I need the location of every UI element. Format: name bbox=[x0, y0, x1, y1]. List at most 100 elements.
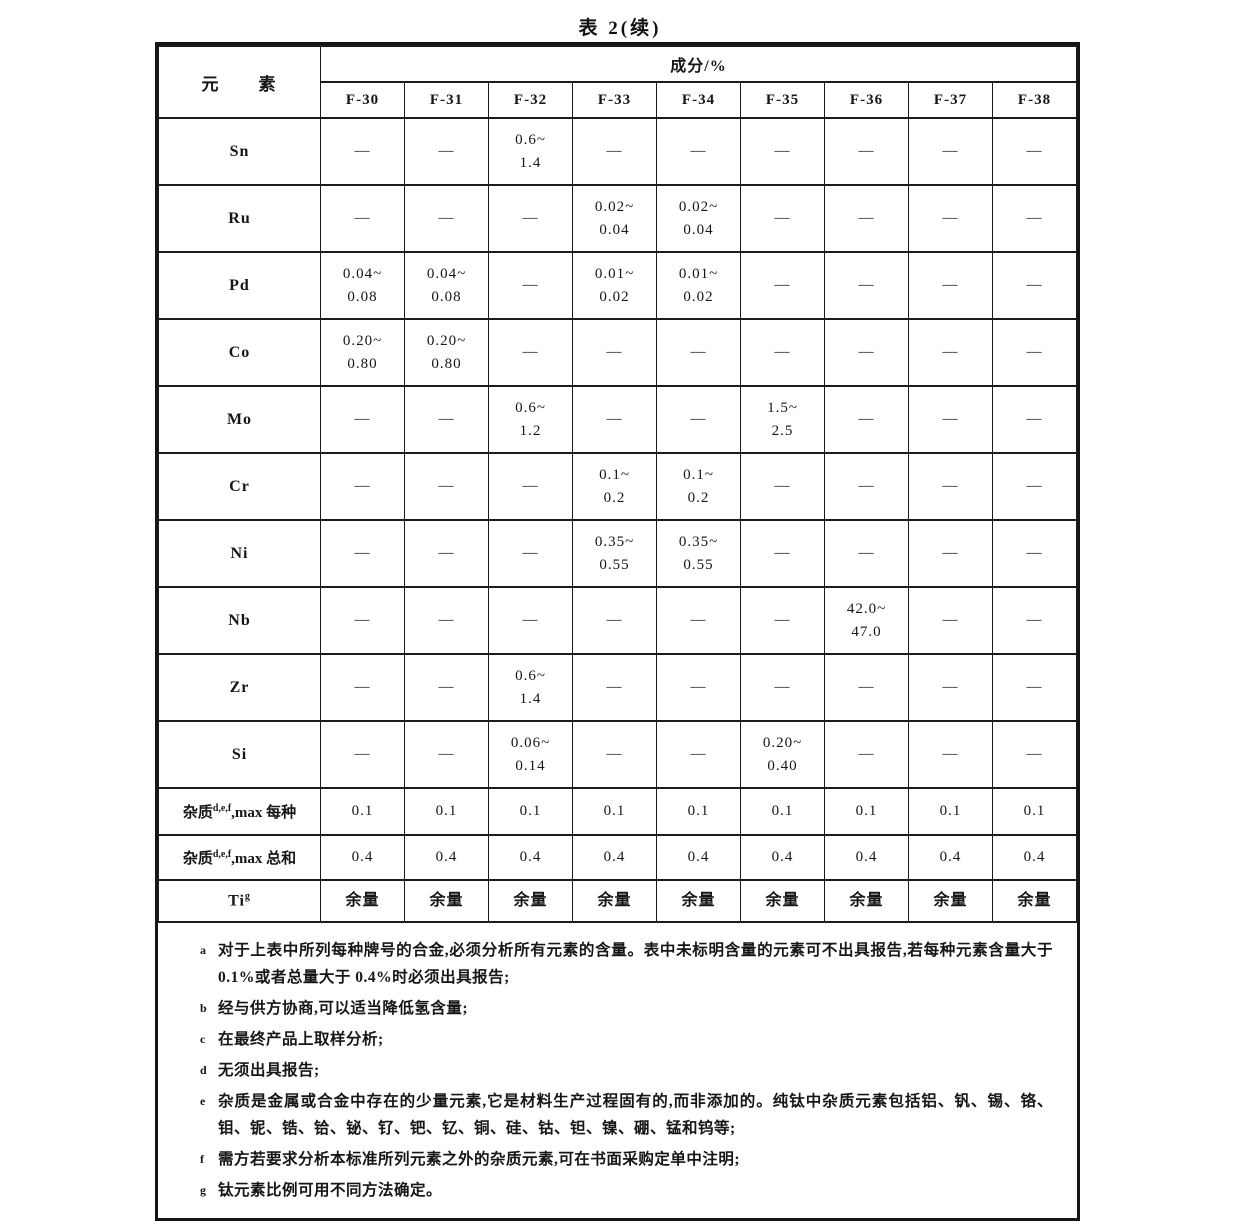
value-cell: — bbox=[992, 385, 1077, 454]
footnote-text: 在最终产品上取样分析; bbox=[218, 1031, 384, 1048]
table-row: Co 0.20~ 0.80 0.20~ 0.80— — — — — — — bbox=[158, 318, 1077, 387]
value-cell: 0.4 bbox=[992, 834, 1077, 881]
grade-header: F-37 bbox=[908, 81, 993, 119]
grade-header: F-32 bbox=[488, 81, 573, 119]
value-cell: — bbox=[908, 184, 993, 253]
row-label: 杂质d,e,f,max 每种 bbox=[158, 787, 321, 836]
value-cell: — bbox=[656, 720, 741, 789]
value-cell: 42.0~ 47.0 bbox=[824, 586, 909, 655]
value-cell: — bbox=[824, 117, 909, 186]
table-row: Si — —0.06~ 0.14— —0.20~ 0.40— — — bbox=[158, 720, 1077, 789]
value-cell: 0.4 bbox=[404, 834, 489, 881]
element-column-header: 元 素 bbox=[158, 45, 321, 119]
header-row-top: 元 素 成分/% bbox=[158, 45, 1077, 119]
value-cell: — bbox=[572, 720, 657, 789]
value-cell: — bbox=[320, 586, 405, 655]
value-cell: — bbox=[992, 117, 1077, 186]
row-label: Tig bbox=[158, 879, 321, 923]
row-label: Cr bbox=[158, 452, 321, 521]
value-cell: 0.20~ 0.80 bbox=[320, 318, 405, 387]
value-cell: — bbox=[656, 318, 741, 387]
value-cell: — bbox=[740, 184, 825, 253]
value-cell: 0.04~ 0.08 bbox=[320, 251, 405, 320]
table-row: Pd 0.04~ 0.08 0.04~ 0.08—0.01~ 0.02 0.01~ 0… bbox=[158, 251, 1077, 320]
value-cell: — bbox=[656, 385, 741, 454]
value-cell: — bbox=[320, 720, 405, 789]
value-cell: — bbox=[572, 385, 657, 454]
footnote-letter: d bbox=[200, 1063, 208, 1077]
value-cell: — bbox=[320, 519, 405, 588]
row-label-superscript: g bbox=[244, 891, 251, 903]
value-cell: — bbox=[404, 519, 489, 588]
value-cell: — bbox=[740, 117, 825, 186]
value-cell: — bbox=[572, 586, 657, 655]
value-cell: — bbox=[488, 519, 573, 588]
value-cell: 0.6~ 1.4 bbox=[488, 653, 573, 722]
footnote-text: 杂质是金属或合金中存在的少量元素,它是材料生产过程固有的,而非添加的。纯钛中杂质… bbox=[218, 1093, 1053, 1137]
footnote-letter: b bbox=[200, 1001, 208, 1015]
value-cell: — bbox=[572, 653, 657, 722]
value-cell: 0.02~ 0.04 bbox=[572, 184, 657, 253]
value-cell: 1.5~ 2.5 bbox=[740, 385, 825, 454]
value-cell: 0.1 bbox=[320, 787, 405, 836]
value-cell: — bbox=[992, 251, 1077, 320]
value-cell: — bbox=[488, 251, 573, 320]
value-cell: 0.6~ 1.4 bbox=[488, 117, 573, 186]
value-cell: 0.20~ 0.80 bbox=[404, 318, 489, 387]
value-cell: 0.35~ 0.55 bbox=[656, 519, 741, 588]
value-cell: — bbox=[488, 318, 573, 387]
value-cell: 0.6~ 1.2 bbox=[488, 385, 573, 454]
value-cell: — bbox=[824, 318, 909, 387]
value-cell: — bbox=[992, 653, 1077, 722]
value-cell: 0.1 bbox=[824, 787, 909, 836]
value-cell: 0.4 bbox=[656, 834, 741, 881]
composition-table: 元 素 成分/% F-30 F-31 F-32 F-33 F-34 F-35 F-36 F-3… bbox=[158, 45, 1077, 923]
value-cell: — bbox=[404, 385, 489, 454]
footnotes: a 对于上表中所列每种牌号的合金,必须分析所有元素的含量。表中未标明含量的元素可不… bbox=[158, 923, 1077, 1218]
value-cell: — bbox=[320, 117, 405, 186]
table-row: Ni — — —0.35~ 0.55 0.35~ 0.55— — — — bbox=[158, 519, 1077, 588]
value-cell: 0.4 bbox=[824, 834, 909, 881]
table-row: Mo — —0.6~ 1.2— —1.5~ 2.5— — — bbox=[158, 385, 1077, 454]
value-cell: — bbox=[740, 452, 825, 521]
value-cell: — bbox=[404, 452, 489, 521]
value-cell: — bbox=[404, 720, 489, 789]
row-label: Sn bbox=[158, 117, 321, 186]
footnote-text: 对于上表中所列每种牌号的合金,必须分析所有元素的含量。表中未标明含量的元素可不出… bbox=[218, 942, 1053, 986]
value-cell: — bbox=[992, 519, 1077, 588]
value-cell: — bbox=[572, 117, 657, 186]
grade-header: F-33 bbox=[572, 81, 657, 119]
table-row: 杂质d,e,f,max 每种 0.1 0.1 0.1 0.1 0.1 0.1 0.1 0.1 0.… bbox=[158, 787, 1077, 836]
table-row: Zr — —0.6~ 1.4— — — — — — bbox=[158, 653, 1077, 722]
footnote: c 在最终产品上取样分析; bbox=[198, 1026, 1053, 1053]
row-label-superscript: d,e,f bbox=[212, 849, 232, 860]
row-label: Pd bbox=[158, 251, 321, 320]
footnote-text: 钛元素比例可用不同方法确定。 bbox=[218, 1182, 443, 1199]
row-label: Nb bbox=[158, 586, 321, 655]
footnote-text: 无须出具报告; bbox=[218, 1062, 320, 1079]
value-cell: — bbox=[908, 251, 993, 320]
value-cell: — bbox=[572, 318, 657, 387]
value-cell: — bbox=[320, 653, 405, 722]
grade-header-row: F-30 F-31 F-32 F-33 F-34 F-35 F-36 F-37 F-38 bbox=[159, 81, 1077, 119]
footnote: f 需方若要求分析本标准所列元素之外的杂质元素,可在书面采购定单中注明; bbox=[198, 1146, 1053, 1173]
value-cell: — bbox=[908, 653, 993, 722]
footnote-text: 需方若要求分析本标准所列元素之外的杂质元素,可在书面采购定单中注明; bbox=[218, 1151, 741, 1168]
value-cell: 0.1 bbox=[488, 787, 573, 836]
value-cell: 0.04~ 0.08 bbox=[404, 251, 489, 320]
value-cell: — bbox=[404, 184, 489, 253]
table-body: Sn — —0.6~ 1.4— — — — — — Ru — — —0.02~ 0.04 0.02~ 0… bbox=[158, 117, 1077, 923]
value-cell: — bbox=[488, 184, 573, 253]
value-cell: 0.35~ 0.55 bbox=[572, 519, 657, 588]
table-row: Sn — —0.6~ 1.4— — — — — — bbox=[158, 117, 1077, 186]
row-label: Zr bbox=[158, 653, 321, 722]
value-cell: 余量 bbox=[740, 879, 825, 923]
value-cell: — bbox=[824, 720, 909, 789]
value-cell: — bbox=[824, 452, 909, 521]
value-cell: 0.4 bbox=[572, 834, 657, 881]
value-cell: — bbox=[908, 385, 993, 454]
table-row: Cr — — —0.1~ 0.2 0.1~ 0.2— — — — bbox=[158, 452, 1077, 521]
footnote-letter: e bbox=[200, 1094, 206, 1108]
value-cell: 余量 bbox=[656, 879, 741, 923]
value-cell: 0.1 bbox=[740, 787, 825, 836]
